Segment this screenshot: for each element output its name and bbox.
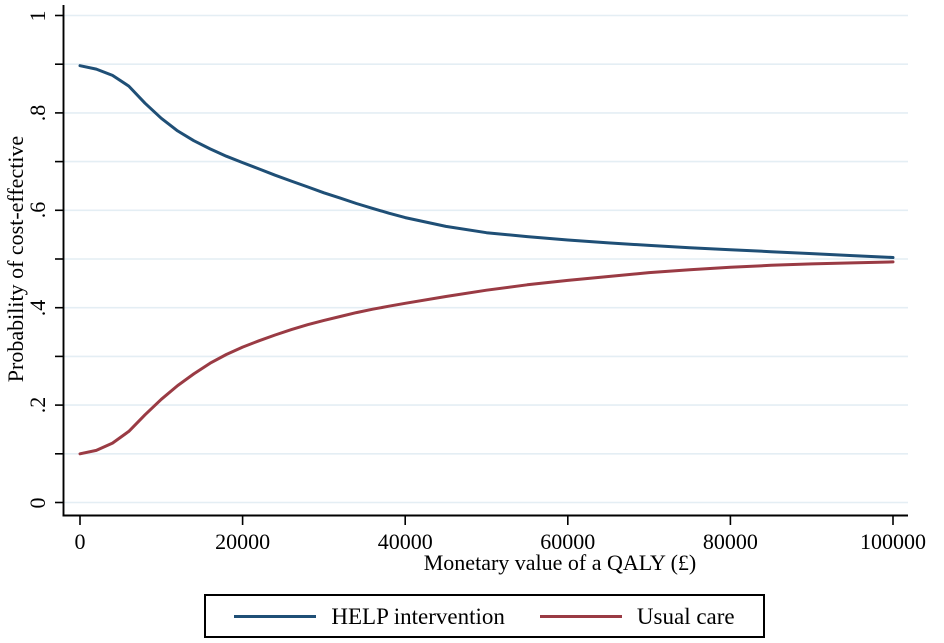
x-tick-label: 0 [74,529,86,554]
y-tick-label: 0 [25,497,50,508]
x-axis-title: Monetary value of a QALY (£) [423,550,697,575]
x-tick-label: 100000 [860,529,926,554]
y-axis-title: Probability of cost-effective [2,135,28,383]
y-tick-label: 1 [25,10,50,21]
x-tick-label: 20000 [215,529,271,554]
legend-entry-help: HELP intervention [234,605,505,628]
x-tick-label: 60000 [540,529,596,554]
series-line-usual-care [78,260,895,456]
usual-line-sample [539,614,622,618]
legend-label-usual: Usual care [636,603,735,629]
x-tick-label: 80000 [702,529,758,554]
y-tick-label: .2 [25,396,50,414]
help-line-sample [234,614,317,618]
y-tick-label: .6 [25,202,50,219]
legend: HELP intervention Usual care [204,594,765,638]
legend-label-help: HELP intervention [331,603,505,629]
x-tick-label: 40000 [377,529,433,554]
y-tick-label: .8 [25,104,50,122]
series-line-help-intervention [78,64,895,259]
y-tick-label: .4 [25,299,50,316]
legend-entry-usual: Usual care [539,603,735,629]
